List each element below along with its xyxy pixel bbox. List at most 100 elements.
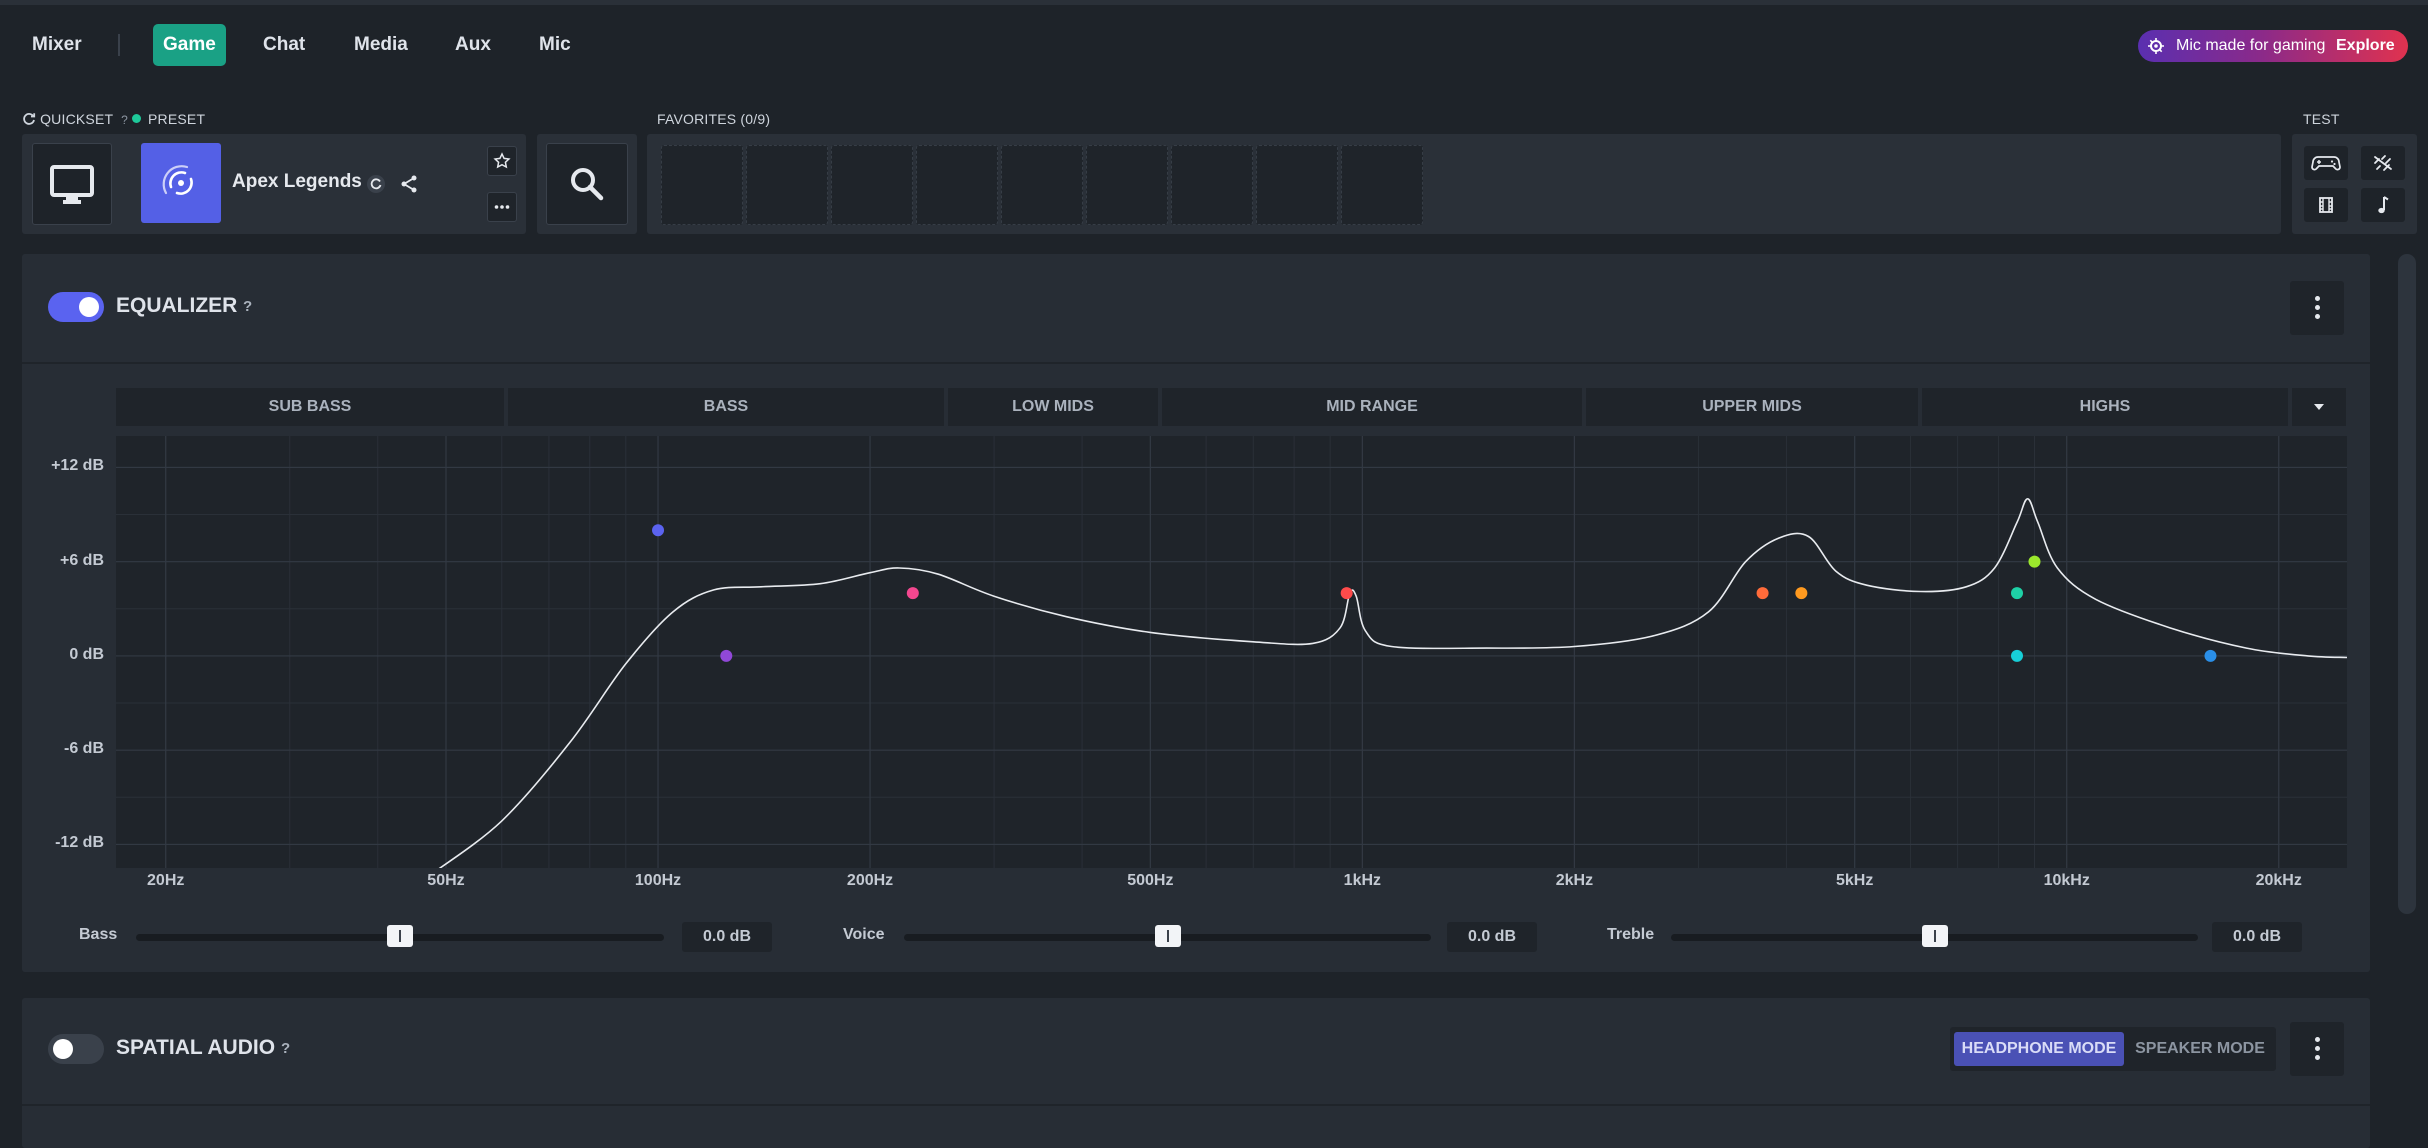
headphone-mode-button[interactable]: HEADPHONE MODE: [1954, 1032, 2124, 1066]
favorite-slot[interactable]: [1256, 145, 1338, 225]
equalizer-toggle[interactable]: [48, 292, 104, 322]
preset-search-button[interactable]: [546, 143, 628, 225]
eq-control-point[interactable]: [1340, 587, 1353, 600]
eq-control-point[interactable]: [2011, 587, 2024, 600]
y-tick-label: -12 dB: [55, 834, 104, 852]
x-tick-label: 20kHz: [2255, 872, 2302, 889]
spatial-header-divider: [22, 1104, 2370, 1106]
band-sub-bass[interactable]: SUB BASS: [116, 388, 504, 426]
favorite-slot[interactable]: [661, 145, 743, 225]
eq-control-point[interactable]: [2028, 555, 2041, 568]
eq-control-point[interactable]: [2204, 649, 2217, 662]
quickset-label: QUICKSET ?: [22, 111, 128, 127]
top-nav: Mixer Game Chat Media Aux Mic: [0, 24, 2428, 68]
y-tick-label: 0 dB: [69, 645, 104, 663]
eq-control-point[interactable]: [720, 649, 733, 662]
music-note-icon: [2378, 196, 2389, 214]
band-mid-range[interactable]: MID RANGE: [1162, 388, 1582, 426]
sound-wave-icon: [2374, 155, 2392, 171]
tab-mixer[interactable]: Mixer: [32, 34, 82, 55]
chart-grid: [116, 436, 2347, 868]
eq-control-point[interactable]: [1756, 587, 1769, 600]
tab-aux[interactable]: Aux: [455, 34, 491, 55]
preset-status-dot: [132, 114, 141, 123]
preset-more-button[interactable]: [487, 192, 517, 222]
favorite-slot[interactable]: [746, 145, 828, 225]
tab-game[interactable]: Game: [153, 24, 226, 66]
tab-mic[interactable]: Mic: [539, 34, 571, 55]
voice-value[interactable]: 0.0 dB: [1447, 922, 1537, 952]
promo-explore-link[interactable]: Explore: [2336, 37, 2395, 54]
test-game-button[interactable]: [2304, 146, 2348, 180]
equalizer-menu-button[interactable]: [2290, 281, 2344, 335]
preset-art: [141, 143, 221, 223]
favorite-star-button[interactable]: [487, 146, 517, 176]
x-tick-label: 200Hz: [846, 872, 894, 889]
favorite-slot[interactable]: [1341, 145, 1423, 225]
band-dropdown-button[interactable]: [2292, 388, 2346, 426]
spatial-menu-button[interactable]: [2290, 1022, 2344, 1076]
favorite-slot[interactable]: [1171, 145, 1253, 225]
favorite-slot[interactable]: [916, 145, 998, 225]
bass-slider-thumb[interactable]: [387, 925, 413, 947]
nav-divider: [118, 34, 120, 56]
equalizer-toggle-knob: [79, 297, 99, 317]
device-tile[interactable]: [32, 143, 112, 225]
eq-control-point[interactable]: [652, 524, 665, 537]
preset-label-text: PRESET: [148, 111, 206, 127]
kebab-dot: [2315, 1046, 2320, 1051]
preset-name[interactable]: Apex Legends: [232, 171, 362, 192]
promo-text: Mic made for gaming: [2176, 37, 2326, 54]
test-music-button[interactable]: [2361, 188, 2405, 222]
x-tick-label: 2kHz: [1555, 872, 1594, 889]
band-bass[interactable]: BASS: [508, 388, 944, 426]
treble-value[interactable]: 0.0 dB: [2212, 922, 2302, 952]
eq-control-point[interactable]: [906, 587, 919, 600]
voice-slider-thumb[interactable]: [1154, 925, 1181, 947]
band-highs[interactable]: HIGHS: [1922, 388, 2288, 426]
band-upper-mids[interactable]: UPPER MIDS: [1586, 388, 1918, 426]
y-tick-label: +6 dB: [59, 551, 104, 569]
kebab-dot: [2315, 314, 2320, 319]
chevron-down-icon: [2314, 404, 2324, 410]
x-tick-label: 5kHz: [1835, 872, 1874, 889]
kebab-dot: [2315, 305, 2320, 310]
bass-value[interactable]: 0.0 dB: [682, 922, 772, 952]
scrollbar-thumb[interactable]: [2398, 254, 2416, 914]
quickset-help-icon[interactable]: ?: [121, 113, 128, 127]
speaker-mode-button[interactable]: SPEAKER MODE: [2135, 1040, 2265, 1057]
favorite-slot[interactable]: [831, 145, 913, 225]
x-tick-label: 100Hz: [634, 872, 682, 889]
search-icon: [571, 168, 604, 201]
eq-control-point[interactable]: [1795, 587, 1808, 600]
tab-chat[interactable]: Chat: [263, 34, 306, 55]
share-icon[interactable]: [399, 174, 419, 194]
eq-control-point[interactable]: [2011, 649, 2024, 662]
favorite-slot[interactable]: [1001, 145, 1083, 225]
bass-slider-label: Bass: [79, 926, 118, 943]
tab-media[interactable]: Media: [354, 34, 408, 55]
spatial-help-icon[interactable]: ?: [281, 1040, 291, 1057]
preset-wave-icon: [162, 165, 193, 195]
test-label: TEST: [2303, 111, 2340, 127]
equalizer-help-icon[interactable]: ?: [243, 298, 253, 315]
more-horizontal-icon: [494, 205, 510, 209]
voice-slider-label: Voice: [843, 926, 885, 943]
favorite-slot[interactable]: [1086, 145, 1168, 225]
quickset-icon: [23, 113, 36, 125]
treble-slider-thumb[interactable]: [1921, 925, 1948, 947]
promo-banner[interactable]: Mic made for gaming Explore: [2138, 30, 2408, 62]
preset-label: PRESET: [132, 111, 205, 127]
test-sound-button[interactable]: [2361, 146, 2405, 180]
spatial-audio-panel: [22, 998, 2370, 1148]
preset-sync-icon[interactable]: [366, 174, 386, 194]
spatial-audio-toggle[interactable]: [48, 1034, 104, 1064]
band-low-mids[interactable]: LOW MIDS: [948, 388, 1158, 426]
kebab-dot: [2315, 1055, 2320, 1060]
equalizer-chart[interactable]: [116, 436, 2347, 868]
treble-slider-label: Treble: [1607, 926, 1655, 943]
y-tick-label: +12 dB: [51, 457, 104, 475]
test-movie-button[interactable]: [2304, 188, 2348, 222]
equalizer-title: EQUALIZER: [116, 294, 238, 317]
gamepad-icon: [2311, 156, 2341, 171]
